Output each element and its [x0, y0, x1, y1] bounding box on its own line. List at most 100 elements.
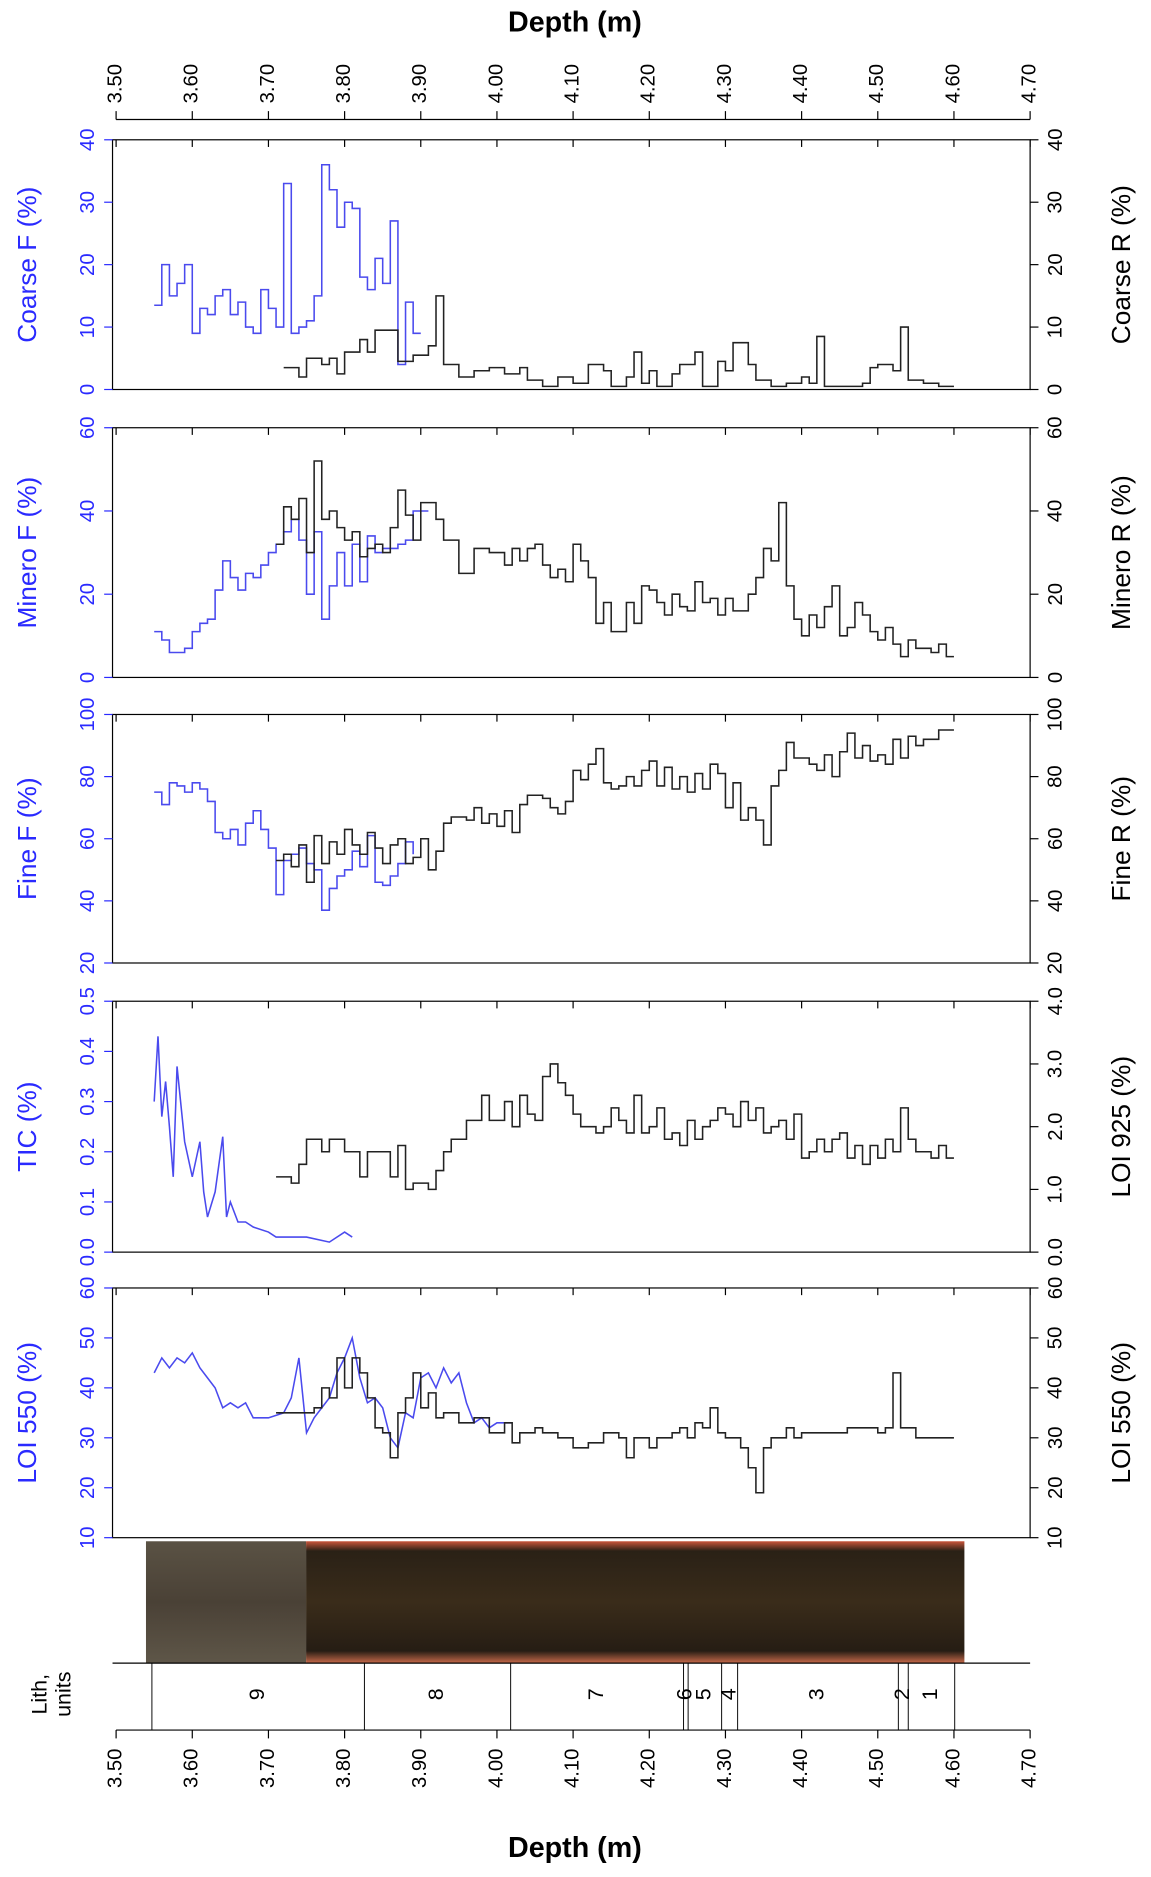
depth-tick-label: 3.80 — [333, 1749, 355, 1789]
y2-tick-label: 40 — [1045, 1377, 1067, 1400]
depth-tick-label: 4.60 — [942, 64, 964, 104]
y2-tick-label: 20 — [1045, 1476, 1067, 1499]
y-axis-title: Fine F (%) — [12, 777, 42, 900]
y2-axis-title: Fine R (%) — [1106, 776, 1136, 902]
bottom-axis-title: Depth (m) — [508, 1832, 642, 1864]
depth-tick-label: 4.20 — [638, 64, 660, 104]
y-tick-label: 10 — [77, 1526, 99, 1549]
y-tick-label: 10 — [77, 316, 99, 339]
lith-title: Lith, — [28, 1674, 52, 1715]
y-tick-label: 20 — [77, 253, 99, 276]
y-tick-label: 20 — [77, 952, 99, 975]
series-line — [276, 1064, 954, 1189]
depth-tick-label: 4.40 — [790, 64, 812, 104]
y-tick-label: 0.1 — [77, 1188, 99, 1216]
series-line — [154, 511, 428, 653]
series-line — [276, 461, 954, 657]
y2-tick-label: 40 — [1045, 129, 1067, 152]
lith-unit-label: 1 — [918, 1688, 942, 1700]
y-axis-title: TIC (%) — [12, 1081, 42, 1171]
y2-axis-title: Minero R (%) — [1106, 475, 1136, 630]
series-line — [284, 296, 954, 387]
y-tick-label: 80 — [77, 765, 99, 788]
y2-tick-label: 60 — [1045, 1277, 1067, 1300]
lith-title: units — [51, 1671, 75, 1716]
y2-tick-label: 10 — [1045, 1526, 1067, 1549]
y2-tick-label: 60 — [1045, 827, 1067, 850]
y2-tick-label: 0 — [1045, 384, 1067, 395]
y-tick-label: 60 — [77, 416, 99, 439]
y-tick-label: 40 — [77, 129, 99, 152]
y-tick-label: 60 — [77, 827, 99, 850]
y2-axis-title: LOI 925 (%) — [1106, 1056, 1136, 1198]
y-tick-label: 0.3 — [77, 1087, 99, 1115]
y2-tick-label: 60 — [1045, 416, 1067, 439]
y-tick-label: 20 — [77, 583, 99, 606]
figure: Depth (m) Depth (m) 3.50 3.60 3.70 3.80 3.90… — [0, 0, 1151, 1877]
depth-tick-label: 3.80 — [333, 64, 355, 104]
y-tick-label: 60 — [77, 1277, 99, 1300]
y-tick-label: 40 — [77, 890, 99, 913]
series-line — [276, 730, 954, 882]
depth-tick-label: 4.30 — [714, 1749, 736, 1789]
depth-tick-label: 3.90 — [409, 1749, 431, 1789]
y2-tick-label: 40 — [1045, 500, 1067, 523]
y2-tick-label: 1.0 — [1045, 1175, 1067, 1203]
y2-tick-label: 2.0 — [1045, 1113, 1067, 1141]
lith-unit-label: 2 — [890, 1688, 914, 1700]
y2-tick-label: 4.0 — [1045, 987, 1067, 1015]
y2-tick-label: 10 — [1045, 316, 1067, 339]
depth-tick-label: 4.60 — [942, 1749, 964, 1789]
lith-unit-label: 3 — [805, 1688, 829, 1700]
y-tick-label: 0 — [77, 384, 99, 395]
y2-tick-label: 40 — [1045, 890, 1067, 913]
lith-unit-label: 4 — [716, 1688, 740, 1700]
y2-tick-label: 0 — [1045, 672, 1067, 683]
depth-tick-label: 4.00 — [485, 1749, 507, 1789]
core-photo-upper — [146, 1541, 306, 1663]
y2-tick-label: 30 — [1045, 191, 1067, 214]
series-line — [154, 165, 421, 365]
lith-unit-label: 8 — [424, 1688, 448, 1700]
y-tick-label: 20 — [77, 1476, 99, 1499]
depth-tick-label: 4.70 — [1018, 64, 1040, 104]
top-axis-title: Depth (m) — [508, 6, 642, 38]
depth-tick-label: 4.50 — [866, 64, 888, 104]
depth-tick-label: 3.60 — [181, 64, 203, 104]
y-axis-title: Minero F (%) — [12, 477, 42, 629]
depth-tick-label: 3.50 — [104, 64, 126, 104]
y-tick-label: 30 — [77, 1427, 99, 1450]
depth-tick-label: 4.50 — [866, 1749, 888, 1789]
depth-tick-label: 4.10 — [561, 64, 583, 104]
lith-unit-label: 9 — [245, 1688, 269, 1700]
y2-tick-label: 30 — [1045, 1427, 1067, 1450]
lith-unit-label: 7 — [584, 1688, 608, 1700]
core-photo-lower — [306, 1541, 964, 1663]
panel-frame — [113, 1001, 1031, 1252]
y-axis-title: Coarse F (%) — [12, 187, 42, 343]
y-tick-label: 40 — [77, 1377, 99, 1400]
depth-tick-label: 4.20 — [638, 1749, 660, 1789]
depth-tick-label: 3.50 — [104, 1749, 126, 1789]
y-tick-label: 50 — [77, 1327, 99, 1350]
depth-tick-label: 3.70 — [257, 64, 279, 104]
y-tick-label: 0.4 — [77, 1037, 99, 1065]
y2-tick-label: 20 — [1045, 253, 1067, 276]
depth-tick-label: 4.30 — [714, 64, 736, 104]
y-tick-label: 0 — [77, 672, 99, 683]
panel-frame — [113, 140, 1031, 390]
y2-tick-label: 50 — [1045, 1327, 1067, 1350]
y2-tick-label: 3.0 — [1045, 1050, 1067, 1078]
depth-tick-label: 4.00 — [485, 64, 507, 104]
depth-tick-label: 3.90 — [409, 64, 431, 104]
core-photo — [146, 1541, 964, 1663]
y2-tick-label: 20 — [1045, 952, 1067, 975]
depth-tick-label: 4.10 — [561, 1749, 583, 1789]
y2-tick-label: 100 — [1045, 698, 1067, 732]
depth-tick-label: 4.40 — [790, 1749, 812, 1789]
y2-tick-label: 20 — [1045, 583, 1067, 606]
y2-axis-title: Coarse R (%) — [1106, 185, 1136, 344]
series-line — [276, 1358, 954, 1493]
y-tick-label: 40 — [77, 500, 99, 523]
lith-unit-label: 5 — [692, 1688, 716, 1700]
